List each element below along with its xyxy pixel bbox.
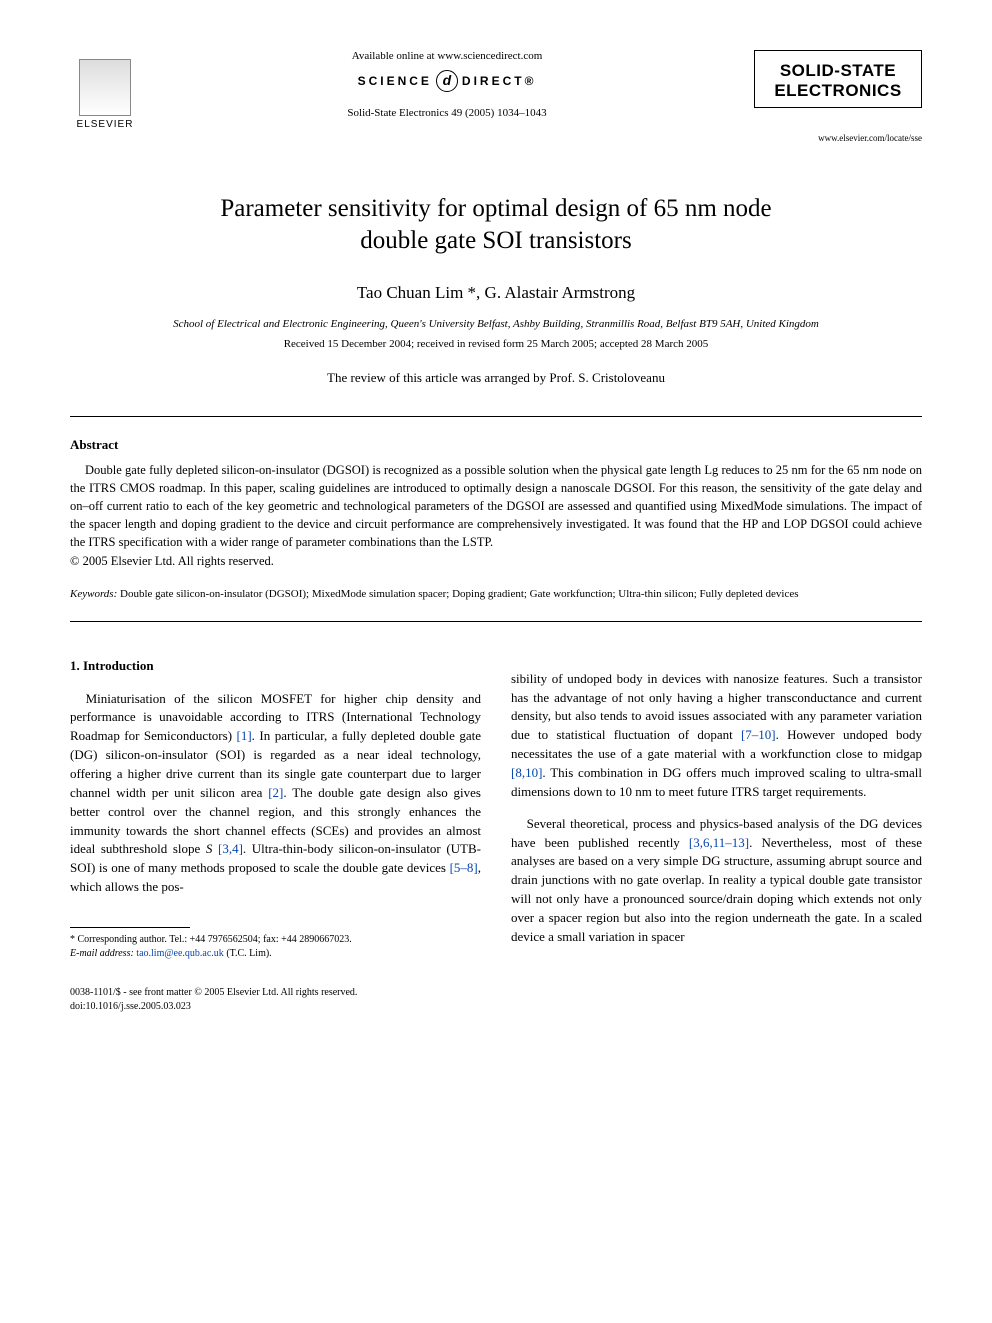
corresponding-author-footnote: * Corresponding author. Tel.: +44 797656… — [70, 933, 481, 961]
article-dates: Received 15 December 2004; received in r… — [70, 338, 922, 350]
title-line-1: Parameter sensitivity for optimal design… — [220, 195, 771, 222]
authors: Tao Chuan Lim *, G. Alastair Armstrong — [70, 283, 922, 303]
intro-heading: 1. Introduction — [70, 657, 481, 676]
title-line-2: double gate SOI transistors — [360, 227, 631, 254]
text-run: . Nevertheless, most of these analyses a… — [511, 835, 922, 944]
keywords-text: Double gate silicon-on-insulator (DGSOI)… — [117, 588, 798, 600]
keywords-label: Keywords: — [70, 588, 117, 600]
email-tail: (T.C. Lim). — [224, 948, 272, 959]
elsevier-tree-icon — [79, 59, 131, 116]
abstract-copyright: © 2005 Elsevier Ltd. All rights reserved… — [70, 554, 922, 569]
journal-url: www.elsevier.com/locate/sse — [754, 133, 922, 143]
abstract-body: Double gate fully depleted silicon-on-in… — [70, 461, 922, 552]
ref-link-2[interactable]: [2] — [268, 785, 283, 800]
journal-box-wrapper: SOLID-STATE ELECTRONICS www.elsevier.com… — [754, 50, 922, 143]
journal-title-1: SOLID-STATE — [763, 61, 913, 81]
journal-title-2: ELECTRONICS — [763, 81, 913, 101]
journal-reference: Solid-State Electronics 49 (2005) 1034–1… — [140, 107, 754, 119]
sciencedirect-logo: SCIENCE d DIRECT® — [140, 70, 754, 92]
footer-line-2: doi:10.1016/j.sse.2005.03.023 — [70, 1000, 481, 1014]
abstract-heading: Abstract — [70, 437, 922, 453]
intro-paragraph-right-1: sibility of undoped body in devices with… — [511, 670, 922, 802]
ref-link-1[interactable]: [1] — [237, 728, 252, 743]
ref-link-58[interactable]: [5–8] — [450, 860, 478, 875]
affiliation: School of Electrical and Electronic Engi… — [70, 318, 922, 330]
divider-top — [70, 416, 922, 417]
sciencedirect-d-icon: d — [436, 70, 458, 92]
footer-copyright: 0038-1101/$ - see front matter © 2005 El… — [70, 986, 481, 1014]
footnote-tel: * Corresponding author. Tel.: +44 797656… — [70, 933, 481, 947]
divider-bottom — [70, 621, 922, 622]
article-title: Parameter sensitivity for optimal design… — [70, 193, 922, 258]
elsevier-label: ELSEVIER — [77, 119, 134, 130]
header-center: Available online at www.sciencedirect.co… — [140, 50, 754, 119]
ref-link-810[interactable]: [8,10] — [511, 765, 542, 780]
email-link[interactable]: tao.lim@ee.qub.ac.uk — [134, 948, 224, 959]
journal-title-box: SOLID-STATE ELECTRONICS — [754, 50, 922, 108]
available-online-text: Available online at www.sciencedirect.co… — [140, 50, 754, 62]
text-run: . This combination in DG offers much imp… — [511, 765, 922, 799]
footnote-email-line: E-mail address: tao.lim@ee.qub.ac.uk (T.… — [70, 947, 481, 961]
body-two-column: 1. Introduction Miniaturisation of the s… — [70, 657, 922, 1014]
footnote-divider — [70, 927, 190, 928]
ref-link-34[interactable]: [3,4] — [218, 841, 243, 856]
page-header: ELSEVIER Available online at www.science… — [70, 50, 922, 143]
column-right: sibility of undoped body in devices with… — [511, 657, 922, 1014]
column-left: 1. Introduction Miniaturisation of the s… — [70, 657, 481, 1014]
keywords: Keywords: Double gate silicon-on-insulat… — [70, 587, 922, 602]
elsevier-logo: ELSEVIER — [70, 50, 140, 130]
ref-link-710[interactable]: [7–10] — [741, 727, 776, 742]
email-label: E-mail address: — [70, 948, 134, 959]
ref-link-361113[interactable]: [3,6,11–13] — [689, 835, 749, 850]
reviewer-note: The review of this article was arranged … — [70, 370, 922, 386]
science-text: SCIENCE — [358, 74, 432, 88]
footer-line-1: 0038-1101/$ - see front matter © 2005 El… — [70, 986, 481, 1000]
direct-text: DIRECT® — [462, 74, 537, 88]
intro-paragraph-left: Miniaturisation of the silicon MOSFET fo… — [70, 690, 481, 897]
intro-paragraph-right-2: Several theoretical, process and physics… — [511, 815, 922, 947]
